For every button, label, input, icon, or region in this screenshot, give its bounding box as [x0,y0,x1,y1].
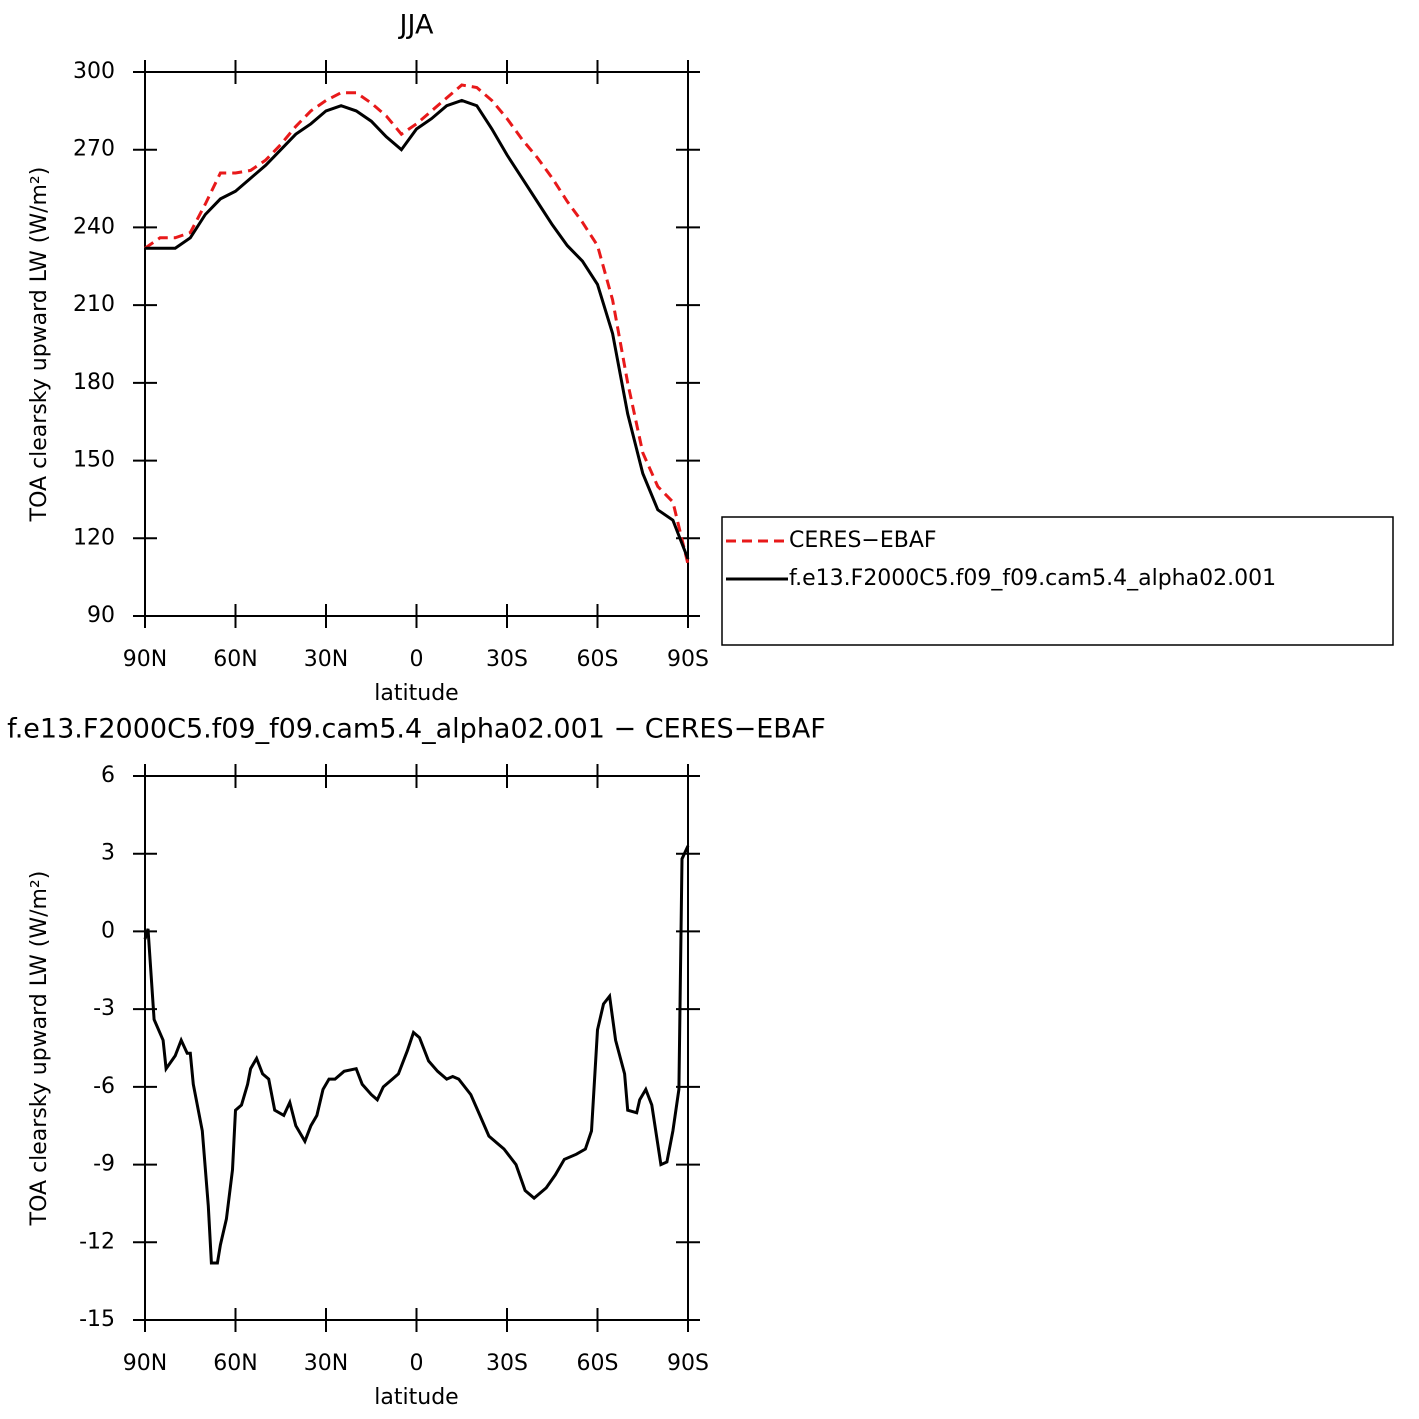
x-tick-label: 30S [486,1351,528,1376]
y-tick-label: 150 [73,448,115,473]
x-tick-label: 90S [667,1351,709,1376]
y-tick-label: -6 [93,1074,115,1099]
x-tick-label: 60N [213,1351,257,1376]
y-tick-label: 90 [87,603,115,628]
series-line [143,845,690,1265]
y-tick-label: 0 [101,918,115,943]
chart-title: JJA [398,10,434,41]
y-tick-label: -15 [79,1307,115,1332]
y-axis-label: TOA clearsky upward LW (W/m²) [27,167,52,523]
legend-box [721,516,1394,646]
x-tick-label: 30N [304,1351,348,1376]
chart-title: f.e13.F2000C5.f09_f09.cam5.4_alpha02.001… [7,714,826,745]
x-tick-label: 30S [486,647,528,672]
y-tick-label: 120 [73,525,115,550]
y-tick-label: -3 [93,996,115,1021]
x-tick-label: 30N [304,647,348,672]
legend-label: f.e13.F2000C5.f09_f09.cam5.4_alpha02.001 [789,566,1276,591]
y-tick-label: 300 [73,59,115,84]
y-axis-label: TOA clearsky upward LW (W/m²) [27,871,52,1227]
series-line [144,83,690,565]
x-tick-label: 90S [667,647,709,672]
x-tick-label: 60N [213,647,257,672]
x-tick-label: 60S [577,1351,619,1376]
y-tick-label: 210 [73,292,115,317]
series-line [145,98,690,560]
x-axis-label: latitude [374,681,458,706]
x-axis-label: latitude [374,1385,458,1410]
y-tick-label: 240 [73,214,115,239]
y-tick-label: 6 [101,763,115,788]
plot-frame [144,775,689,1321]
y-tick-label: 3 [101,841,115,866]
y-tick-label: -9 [93,1152,115,1177]
x-tick-label: 90N [123,1351,167,1376]
x-tick-label: 0 [410,1351,424,1376]
x-tick-label: 90N [123,647,167,672]
legend-label: CERES−EBAF [789,528,937,553]
y-tick-label: -12 [79,1229,115,1254]
y-tick-label: 180 [73,370,115,395]
plot-frame [144,71,689,617]
y-tick-label: 270 [73,137,115,162]
x-tick-label: 60S [577,647,619,672]
x-tick-label: 0 [410,647,424,672]
